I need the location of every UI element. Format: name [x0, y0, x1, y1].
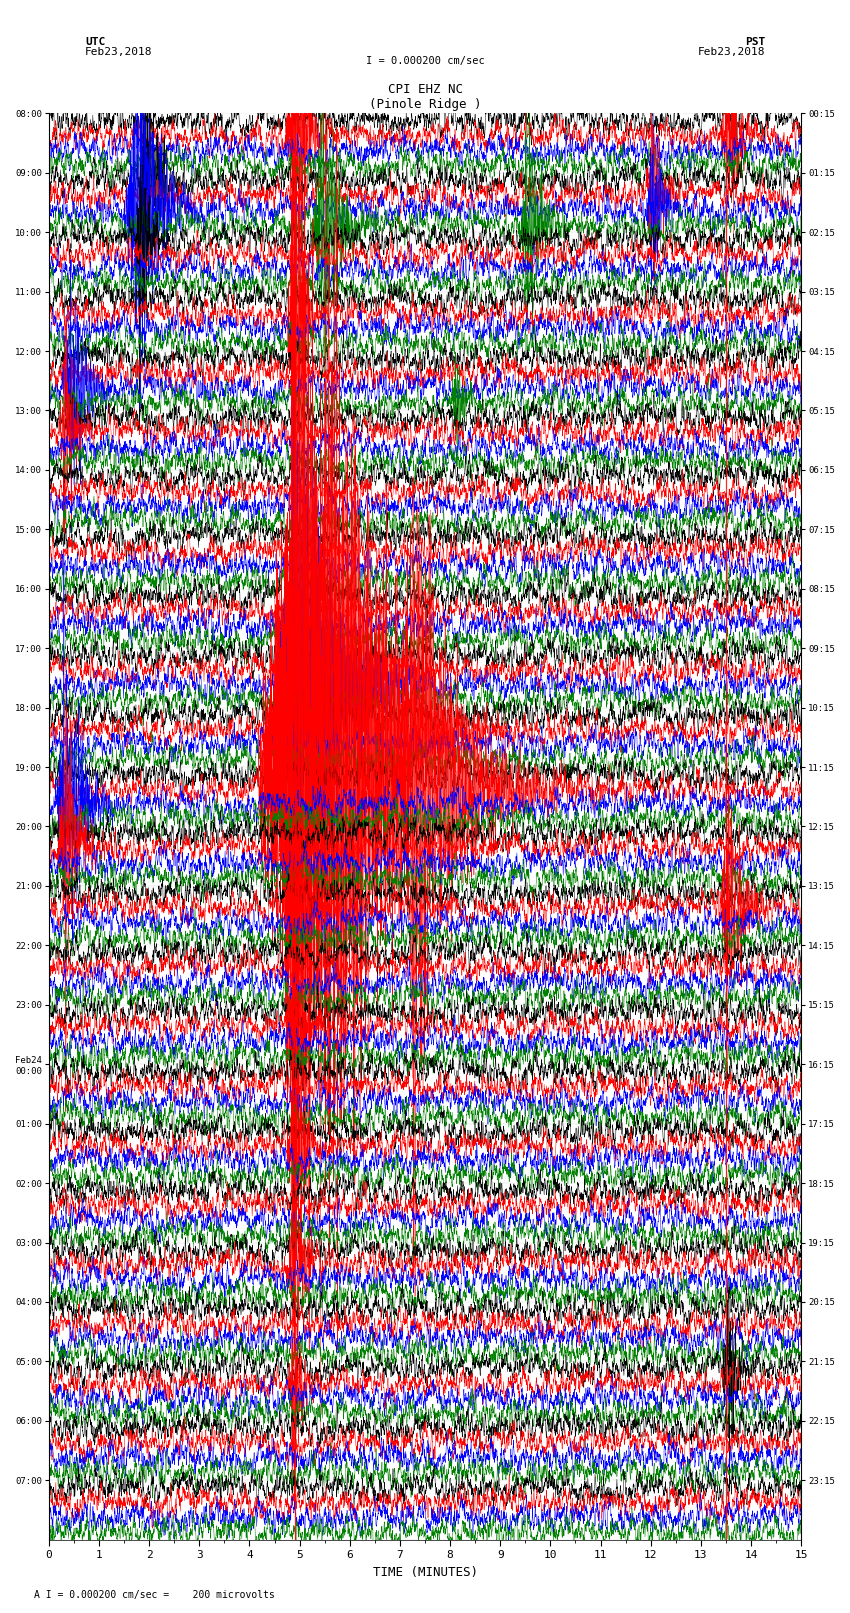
Text: PST: PST — [745, 37, 765, 47]
Text: Feb23,2018: Feb23,2018 — [698, 47, 765, 56]
Text: A I = 0.000200 cm/sec =    200 microvolts: A I = 0.000200 cm/sec = 200 microvolts — [34, 1590, 275, 1600]
Title: CPI EHZ NC
(Pinole Ridge ): CPI EHZ NC (Pinole Ridge ) — [369, 82, 481, 111]
Text: UTC: UTC — [85, 37, 105, 47]
Text: Feb23,2018: Feb23,2018 — [85, 47, 152, 56]
X-axis label: TIME (MINUTES): TIME (MINUTES) — [372, 1566, 478, 1579]
Text: I = 0.000200 cm/sec: I = 0.000200 cm/sec — [366, 56, 484, 66]
